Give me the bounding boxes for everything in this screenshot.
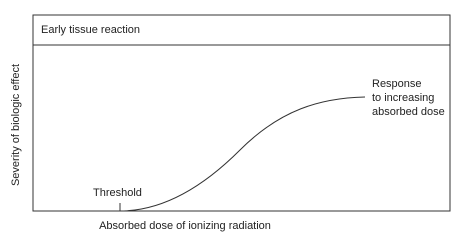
response-label: Response xyxy=(372,78,422,90)
diagram: Early tissue reaction Severity of biolog… xyxy=(10,14,451,232)
response-label: to increasing xyxy=(372,92,434,104)
response-curve xyxy=(119,96,366,212)
frame xyxy=(32,14,451,212)
y-axis-label: Severity of biologic effect xyxy=(10,64,22,186)
x-axis-label: Absorbed dose of ionizing radiation xyxy=(99,220,271,232)
header-title: Early tissue reaction xyxy=(41,24,140,36)
threshold-label: Threshold xyxy=(93,187,142,199)
response-label: absorbed dose xyxy=(372,106,445,118)
